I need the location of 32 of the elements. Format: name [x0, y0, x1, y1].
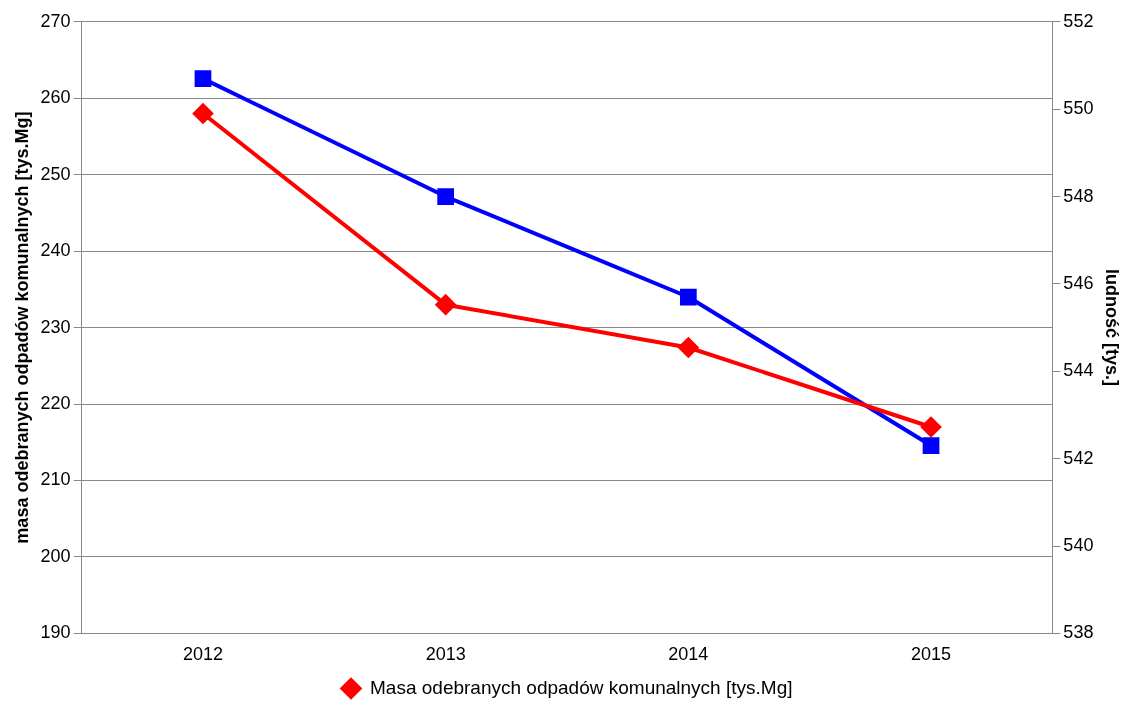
- point: [435, 294, 456, 315]
- point: [921, 416, 942, 437]
- y2-tick-label: 550: [1063, 98, 1094, 119]
- x-tick-label: 2015: [911, 644, 952, 665]
- y-tick-label: 260: [40, 87, 71, 108]
- y-tick-label: 200: [40, 545, 71, 566]
- y-tick-label: 190: [40, 622, 71, 643]
- y-tick-label: 270: [40, 10, 71, 31]
- y2-tick-label: 540: [1063, 535, 1094, 555]
- y-tick-label: 250: [40, 163, 71, 184]
- y2-tick-label: 544: [1063, 360, 1094, 381]
- y2-tick-label: 546: [1063, 272, 1094, 293]
- legend-label: Masa odebranych odpadów komunalnych [tys.Mg]: [370, 676, 793, 698]
- x-tick-label: 2012: [182, 644, 223, 665]
- y-tick-label: 240: [40, 240, 71, 261]
- y2-tick-label: 548: [1063, 185, 1094, 206]
- y2-tick-label: 542: [1063, 447, 1094, 468]
- point: [678, 337, 699, 358]
- y2-tick-label: 538: [1063, 622, 1094, 643]
- y-axis-title: masa odebranych odpadów komunalnych [tys.Mg]: [11, 111, 32, 544]
- x-tick-label: 2014: [668, 644, 709, 665]
- y2-tick-label: 552: [1063, 10, 1094, 31]
- x-tick-label: 2013: [425, 644, 466, 665]
- y-tick-label: 230: [40, 316, 71, 337]
- y-tick-label: 220: [40, 393, 71, 414]
- point: [679, 288, 697, 306]
- point: [194, 70, 212, 87]
- y2-axis-title: ludność [tys.]: [1102, 269, 1123, 387]
- point: [192, 103, 213, 124]
- point: [437, 188, 455, 205]
- y-tick-label: 210: [40, 469, 71, 490]
- point: [922, 437, 940, 454]
